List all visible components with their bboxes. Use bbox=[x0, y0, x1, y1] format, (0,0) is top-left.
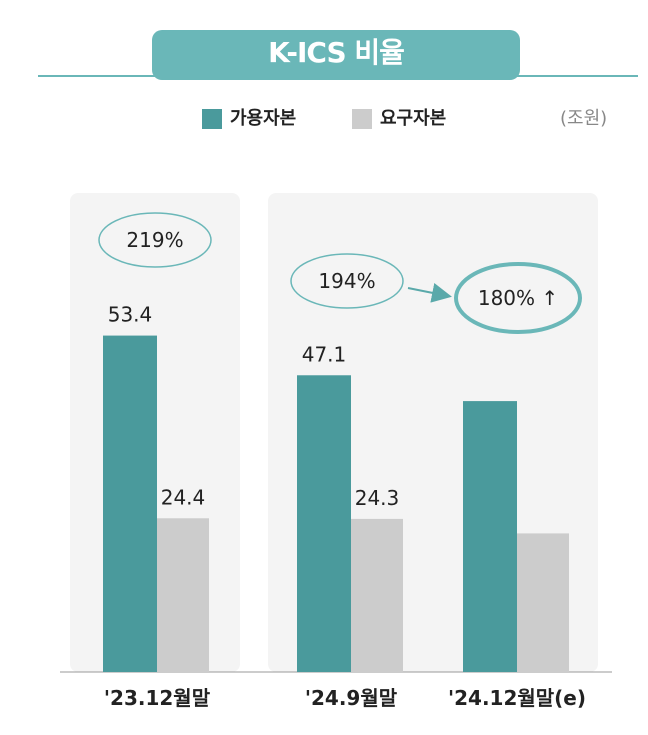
legend-label-required: 요구자본 bbox=[380, 108, 447, 129]
bar-required-1 bbox=[351, 518, 403, 672]
ratio-ellipse-0 bbox=[98, 212, 212, 268]
ratio-ellipse-2 bbox=[454, 262, 582, 334]
bar-available-0 bbox=[103, 335, 157, 672]
bar-available-2 bbox=[463, 401, 517, 672]
bar-required-0 bbox=[157, 518, 209, 672]
ratio-change-arrow bbox=[407, 283, 452, 303]
bar-required-2 bbox=[517, 533, 569, 672]
x-tick-label-2: '24.12월말(e) bbox=[448, 686, 586, 710]
data-label-available-1: 47.1 bbox=[302, 342, 347, 366]
legend-swatch-available bbox=[202, 109, 222, 129]
legend-label-available: 가용자본 bbox=[230, 108, 297, 129]
unit-label: (조원) bbox=[560, 108, 608, 129]
legend-swatch-required bbox=[352, 109, 372, 129]
data-label-required-1: 24.3 bbox=[355, 486, 400, 510]
bar-available-1 bbox=[297, 375, 351, 672]
ratio-label-0: 219% bbox=[126, 228, 183, 252]
ratio-label-2: 180% ↑ bbox=[478, 286, 558, 310]
ratio-ellipse-1 bbox=[290, 253, 404, 309]
chart-title: K-ICS 비율 bbox=[268, 36, 405, 69]
title-tab bbox=[152, 30, 520, 80]
ratio-label-1: 194% bbox=[318, 269, 375, 293]
data-label-available-0: 53.4 bbox=[108, 303, 153, 327]
x-tick-label-1: '24.9월말 bbox=[305, 686, 398, 710]
x-tick-label-0: '23.12월말 bbox=[104, 686, 211, 710]
data-label-required-0: 24.4 bbox=[161, 485, 206, 509]
